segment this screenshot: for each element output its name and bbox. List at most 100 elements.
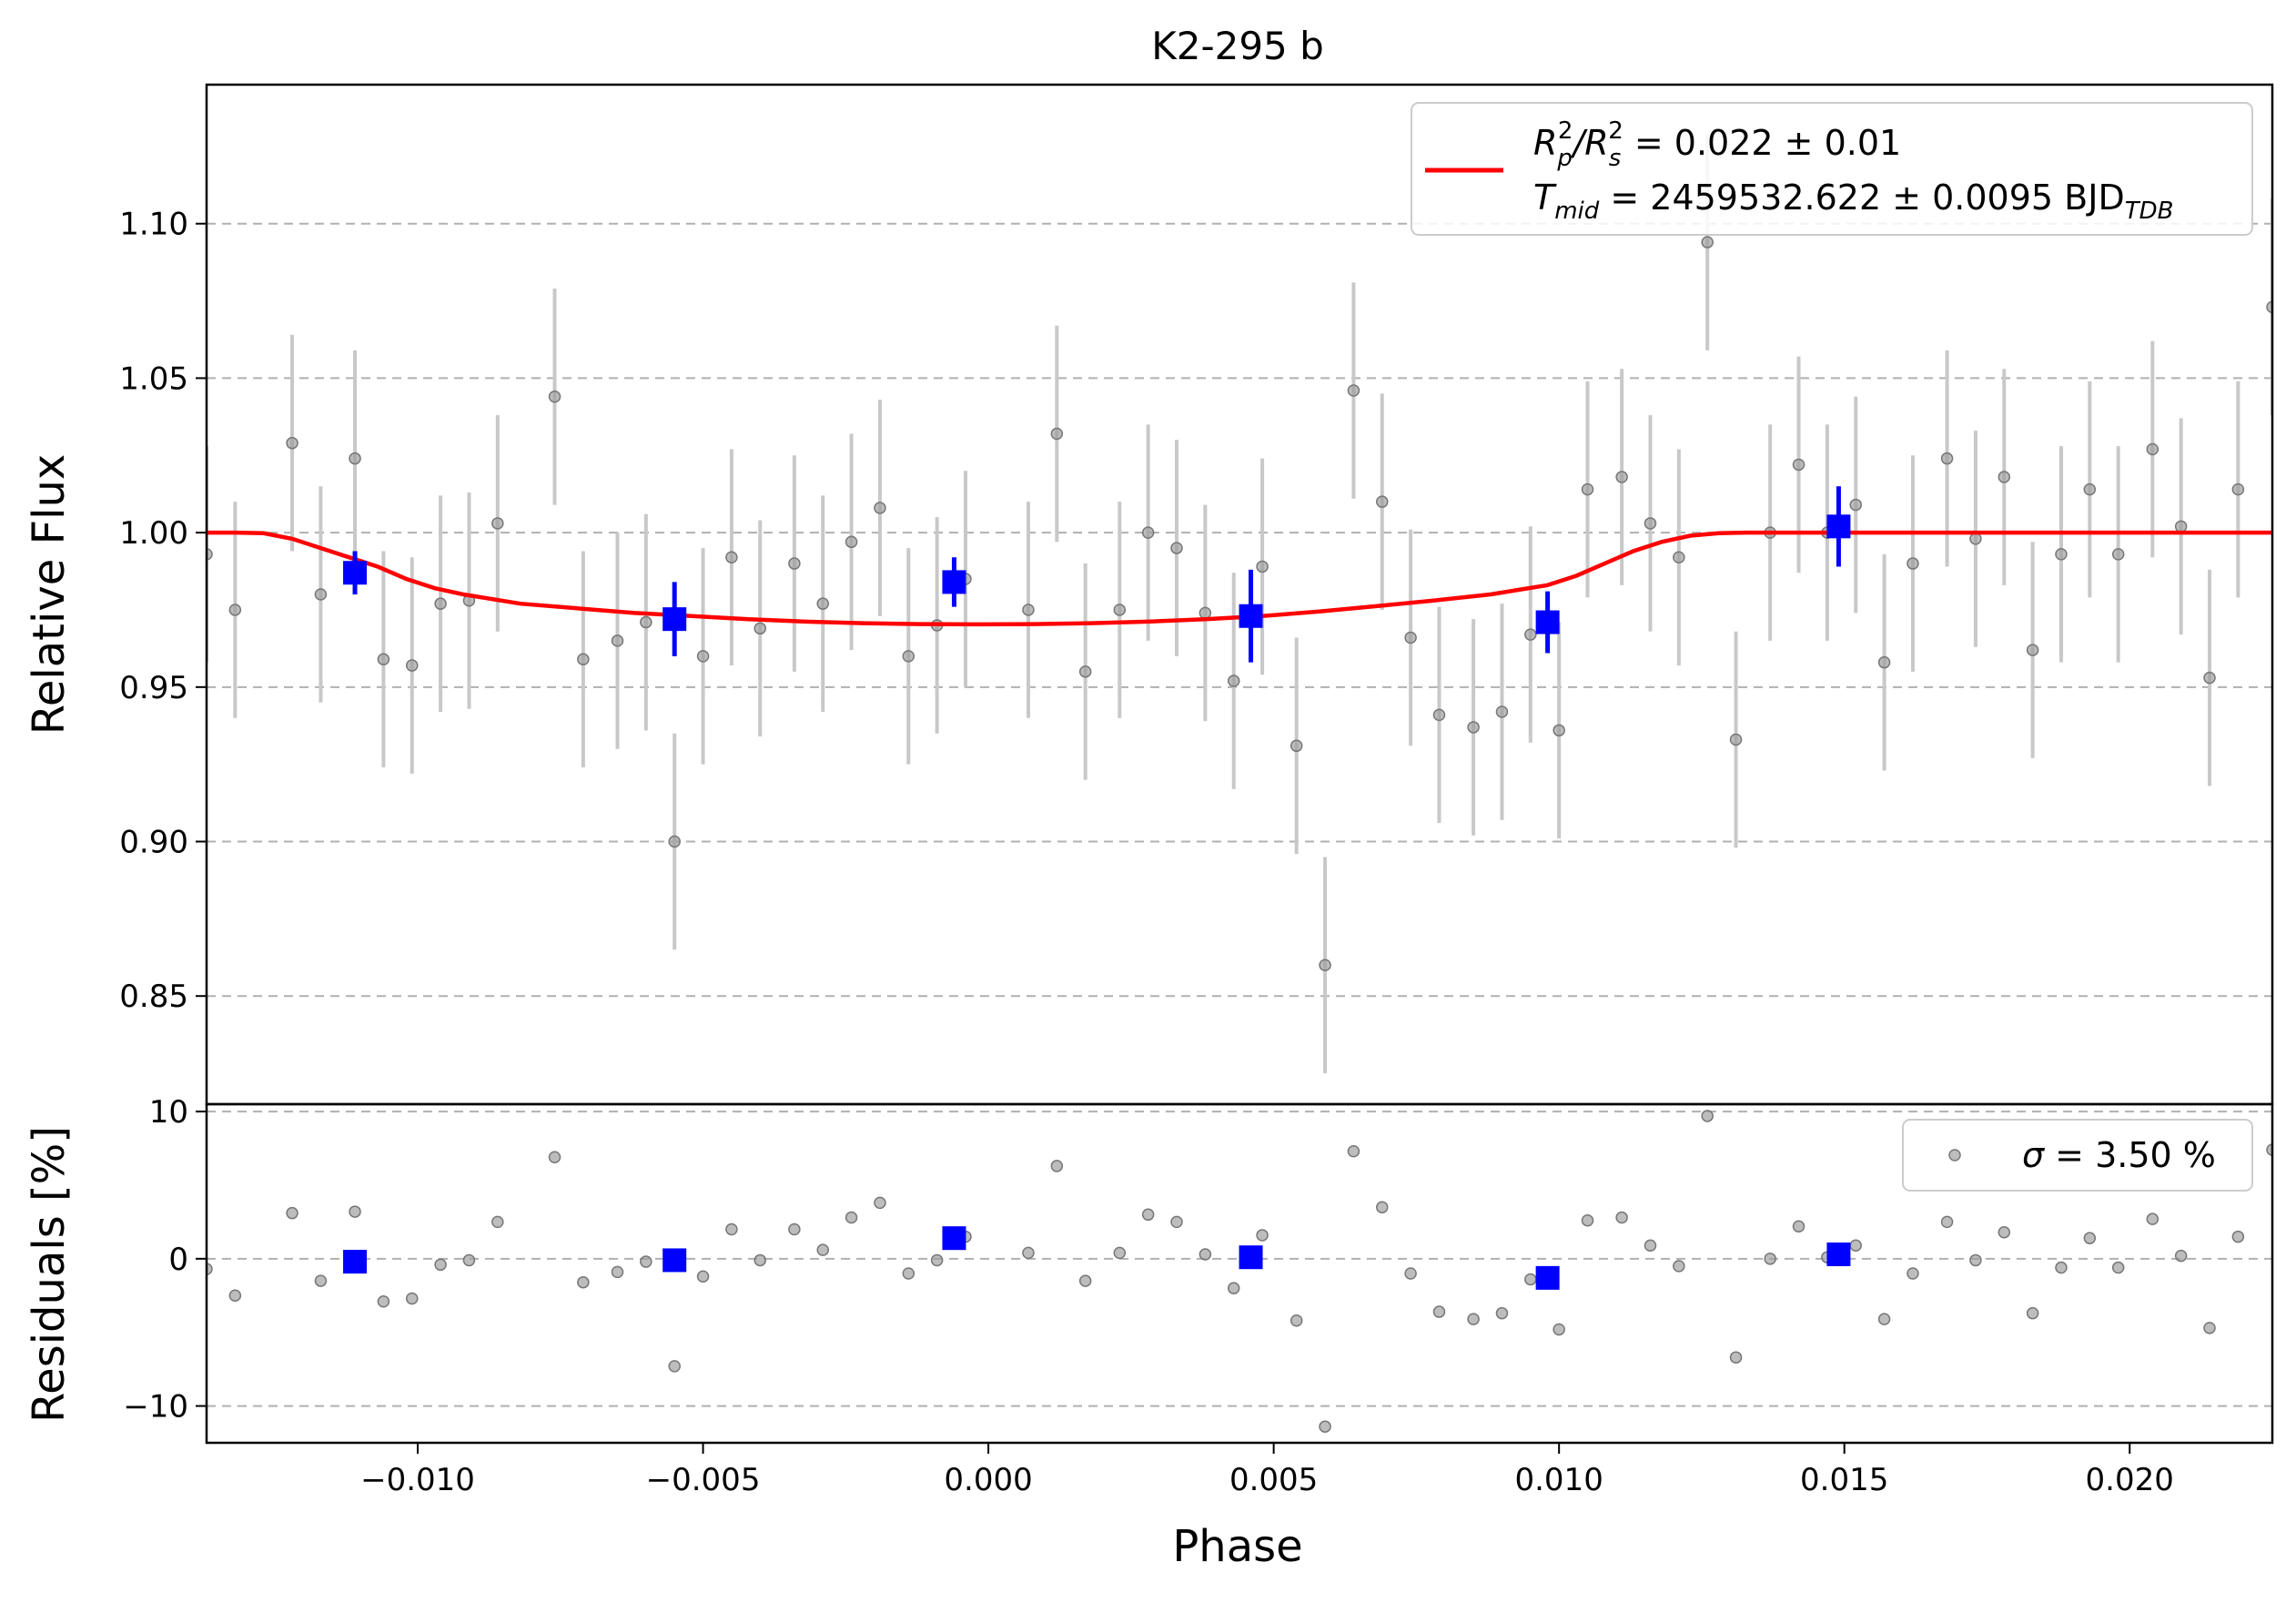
residual-point (548, 1151, 561, 1163)
raw-point (1290, 739, 1303, 753)
residual-point (405, 1292, 419, 1305)
residuals-legend-marker (1948, 1149, 1961, 1162)
raw-point (577, 653, 590, 666)
raw-point (2111, 548, 2125, 561)
residual-point (668, 1360, 681, 1373)
raw-point (1792, 458, 1805, 472)
residual-point (788, 1223, 801, 1236)
residual-point (816, 1243, 829, 1256)
residual-point (491, 1215, 504, 1229)
residual-point (2231, 1230, 2245, 1243)
chart-title: K2-295 b (1151, 24, 1324, 68)
raw-point (902, 650, 915, 663)
main-ytick-label: 0.85 (119, 979, 188, 1015)
residuals-axes-frame (205, 1102, 2274, 1445)
residual-point (2083, 1232, 2097, 1244)
residual-point (930, 1253, 944, 1267)
raw-point (1141, 526, 1155, 539)
raw-point (1940, 451, 1954, 465)
residual-point (1404, 1267, 1417, 1280)
raw-point (1347, 384, 1360, 397)
binned-point (663, 607, 687, 632)
raw-point (2146, 442, 2159, 456)
raw-point (1050, 427, 1064, 441)
main-ytick-label: 0.90 (119, 825, 188, 861)
raw-point (1907, 557, 1919, 570)
residual-point (2266, 1143, 2272, 1156)
legend-depth-text: Rp2/Rs2 = 0.022 ± 0.01 (1533, 117, 1901, 172)
raw-point (2203, 671, 2216, 685)
raw-point (874, 502, 886, 514)
residual-point (2203, 1322, 2216, 1334)
residual-point (1141, 1208, 1155, 1222)
residual-point (1376, 1201, 1389, 1213)
residual-point (1432, 1305, 1446, 1318)
raw-point (2083, 482, 2097, 496)
residual-point (874, 1196, 886, 1210)
raw-point (1113, 604, 1127, 616)
raw-point (314, 588, 328, 601)
residual-point (902, 1267, 915, 1280)
residual-point (1467, 1313, 1480, 1325)
residual-point (1227, 1282, 1240, 1294)
raw-point (1078, 665, 1092, 678)
residuals-legend-text: σ = 3.50 % (2022, 1135, 2216, 1175)
residuals-ytick-label: 10 (149, 1094, 188, 1131)
residual-point (1729, 1351, 1743, 1364)
main-plot-area (207, 134, 2272, 1074)
residual-point (1615, 1211, 1628, 1224)
residuals-grid (207, 1111, 2272, 1407)
residual-point (2111, 1261, 2125, 1274)
binned-residual-point (1239, 1245, 1263, 1270)
raw-point (2055, 548, 2068, 561)
main-ytick-labels: 0.85 0.90 0.95 1.00 1.05 1.10 (119, 207, 207, 1015)
main-ytick-label: 1.05 (119, 360, 188, 397)
residual-point (696, 1270, 710, 1283)
residual-point (1877, 1313, 1891, 1325)
raw-point (1495, 705, 1509, 718)
residual-point (1792, 1220, 1805, 1233)
xtick-label: 0.005 (1229, 1462, 1318, 1498)
legend-tmid-text: Tmid = 2459532.622 ± 0.0095 BJDTDB (1533, 178, 2173, 225)
raw-point (491, 517, 504, 530)
raw-point (1524, 628, 1537, 641)
main-ytick-label: 1.00 (119, 515, 188, 552)
xtick-label: 0.000 (944, 1462, 1032, 1498)
residual-point (1581, 1214, 1594, 1227)
xtick-label: 0.020 (2086, 1462, 2174, 1498)
raw-point (2266, 300, 2272, 314)
xtick-label: 0.010 (1514, 1462, 1603, 1498)
raw-point (1319, 959, 1331, 972)
residual-point (611, 1265, 624, 1279)
residual-point (1701, 1110, 1714, 1122)
residual-point (2026, 1306, 2039, 1320)
xtick-label: 0.015 (1800, 1462, 1888, 1498)
residual-point (314, 1274, 328, 1287)
residual-point (754, 1253, 767, 1267)
raw-point (349, 451, 361, 465)
raw-point (725, 551, 738, 564)
raw-point (405, 659, 419, 672)
residuals-legend-box (1902, 1119, 2253, 1192)
residual-point (462, 1253, 476, 1267)
raw-point (1256, 560, 1269, 573)
raw-point (2174, 520, 2188, 533)
residual-point (1764, 1253, 1776, 1265)
residual-point (1644, 1239, 1657, 1253)
residuals-plot-area (207, 1110, 2272, 1433)
raw-point (2026, 644, 2039, 656)
xtick-label: −0.005 (646, 1462, 761, 1498)
binned-residual-point (1535, 1265, 1560, 1290)
residual-point (577, 1275, 590, 1289)
residual-point (1907, 1267, 1919, 1280)
residuals-ytick-label: −10 (123, 1389, 188, 1425)
residuals-ytick-labels: −10 0 10 (123, 1094, 207, 1425)
raw-point (1553, 724, 1565, 737)
residual-point (349, 1205, 361, 1218)
raw-point (640, 615, 652, 629)
residual-point (725, 1223, 738, 1236)
raw-point (1199, 606, 1212, 620)
raw-point (845, 535, 858, 549)
residual-point (1050, 1160, 1064, 1172)
